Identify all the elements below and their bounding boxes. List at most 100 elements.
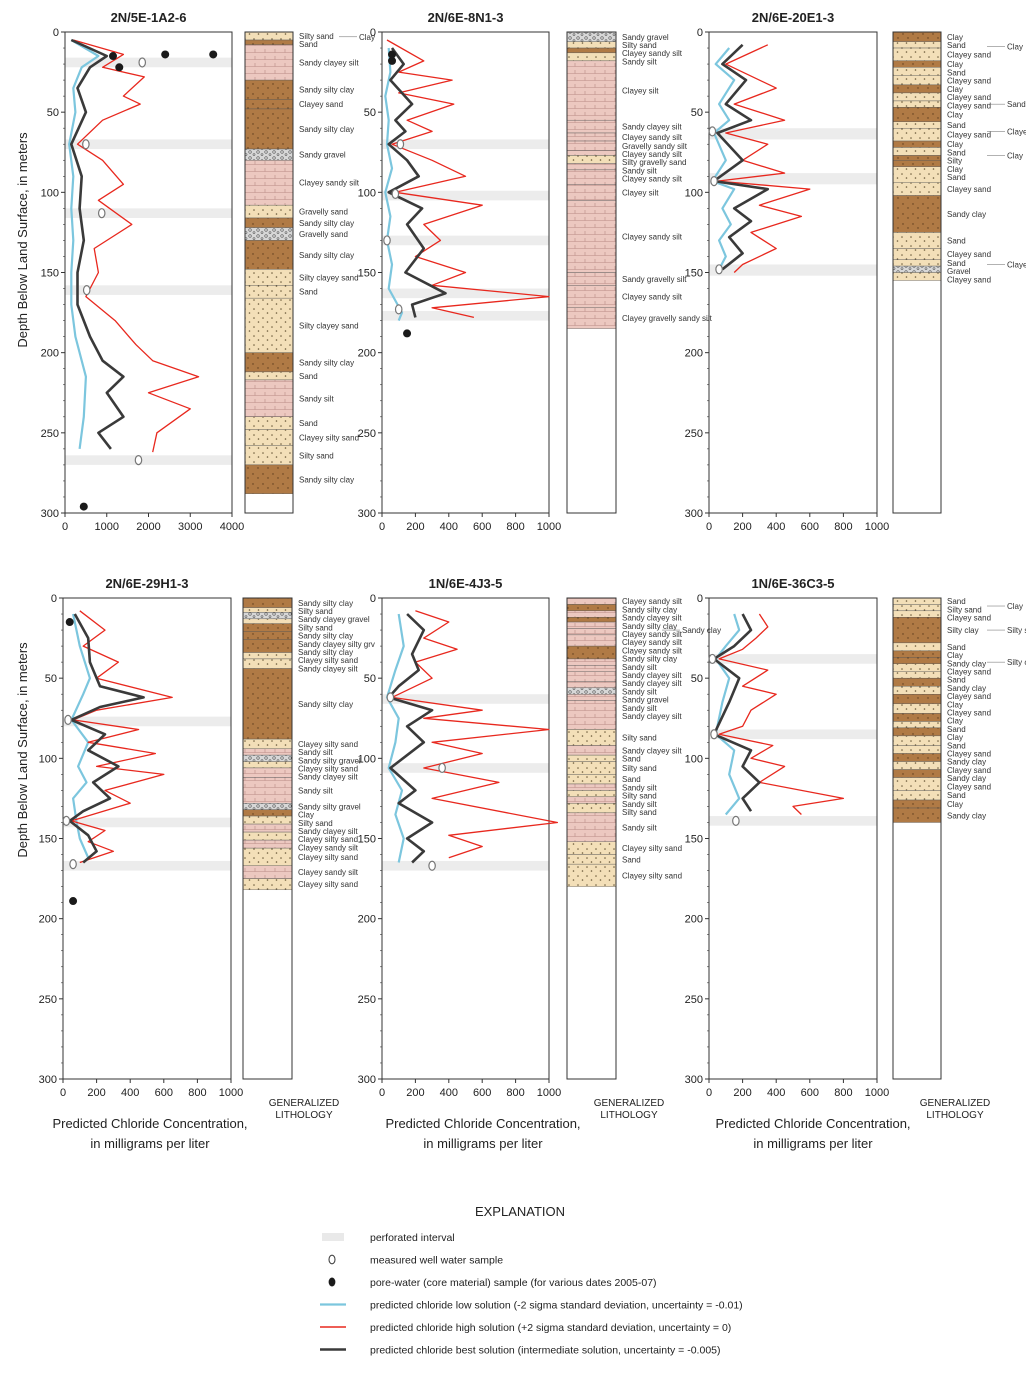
lithology-layer-sand: [892, 721, 942, 729]
y-tick-label: 150: [358, 268, 376, 280]
y-tick-label: 150: [41, 268, 59, 280]
perforated-interval: [65, 139, 232, 150]
y-tick-label: 300: [685, 1074, 703, 1086]
series-high-line: [391, 610, 559, 859]
pore-water-marker: [65, 618, 74, 627]
lithology-layer-silt: [566, 700, 617, 730]
perforated-interval: [382, 860, 549, 871]
lithology-layer-silt: [566, 658, 617, 666]
x-tick-label: 1000: [537, 521, 561, 533]
lithology-layer-clay: [244, 108, 294, 150]
lithology-layer-gravel: [244, 227, 294, 241]
lithology-callout-label: Clay: [1007, 151, 1023, 160]
lithology-label: Gravelly sandy silt: [622, 142, 688, 151]
lithology-label: Sand: [947, 791, 966, 800]
lithology-layer-silt: [242, 767, 293, 778]
lithology-label: Clayey sand: [947, 709, 991, 718]
lithology-layer-sand: [242, 738, 293, 749]
lithology-layer-gravel: [242, 612, 293, 620]
y-tick-label: 50: [691, 107, 703, 119]
lithology-label: Sandy silty clay: [622, 605, 677, 614]
x-tick-label: 0: [62, 521, 68, 533]
lithology-label: Sandy clay: [947, 811, 986, 820]
lithology-layer-silt: [566, 812, 617, 842]
lithology-label: Sandy gravelly silt: [622, 275, 687, 284]
lithology-label: Clayey sandy silt: [622, 630, 683, 639]
lithology-label: Sand: [622, 775, 641, 784]
x-tick-label: 200: [87, 1087, 105, 1099]
x-tick-label: 400: [121, 1087, 139, 1099]
lithology-layer-gravel: [242, 754, 293, 762]
gen-lith-line2: LITHOLOGY: [600, 1110, 658, 1121]
lithology-layer-sand: [892, 703, 942, 714]
lithology-label: Silty sand: [622, 792, 657, 801]
lithology-layer-sand: [892, 47, 942, 62]
x-tick-label: 1000: [95, 521, 119, 533]
well-sample-marker: [396, 139, 405, 150]
lithology-callout-label: Clay: [359, 33, 375, 42]
perforated-interval: [709, 816, 877, 826]
lithology-layer-sand: [892, 92, 942, 102]
lithology-label: Sand: [947, 597, 966, 606]
lithology-label: Sand: [947, 121, 966, 130]
well-sample-marker: [708, 126, 717, 137]
series-high-line: [716, 44, 811, 273]
lithology-layer-sand: [242, 618, 293, 624]
lithology-label: Clayey sand: [947, 275, 991, 284]
lithology-label: Gravel: [947, 267, 971, 276]
lithology-layer-sand: [244, 269, 294, 286]
x-tick-label: 1000: [219, 1087, 243, 1099]
lithology-layer-silt: [566, 671, 617, 682]
lithology-layer-clay: [242, 809, 293, 817]
lithology-layer-clay: [892, 677, 942, 687]
legend-item-low: predicted chloride low solution (-2 sigm…: [320, 1300, 743, 1312]
legend-item-best: predicted chloride best solution (interm…: [320, 1345, 721, 1357]
well-sample-marker: [97, 208, 106, 219]
lithology-layer-silt: [566, 796, 617, 804]
lithology-layer-sand: [892, 182, 942, 196]
legend-item-pore: pore-water (core material) sample (for v…: [328, 1277, 657, 1289]
lithology-label: Silty sand: [298, 607, 333, 616]
lithology-label: Sandy clay: [947, 210, 986, 219]
lithology-label: Sand: [947, 259, 966, 268]
y-tick-label: 50: [691, 673, 703, 685]
series-best-line: [70, 38, 125, 450]
lithology-label: Sand: [947, 148, 966, 157]
lithology-frame: [242, 597, 293, 1080]
gen-lith-line2: LITHOLOGY: [275, 1110, 333, 1121]
lithology-layer-sand: [892, 232, 942, 249]
lithology-layer-sand: [892, 127, 942, 142]
lithology-layer-sand: [244, 204, 294, 219]
lithology-layer-silt: [566, 610, 617, 618]
lithology-layer-sand: [892, 761, 942, 770]
series-low-line: [385, 613, 405, 863]
legend-label: predicted chloride best solution (interm…: [370, 1345, 721, 1357]
lithology-layer-sand: [566, 729, 617, 746]
pore-water-marker: [69, 897, 78, 906]
lithology-label: Clay: [947, 733, 963, 742]
lithology-label: Silty: [947, 157, 962, 166]
lithology-layer-sand: [244, 445, 294, 466]
lithology-label: Clayey silty sand: [622, 844, 682, 853]
generalized-lithology-label-4: GENERALIZED LITHOLOGY: [269, 1098, 340, 1121]
y-tick-label: 0: [53, 27, 59, 39]
x-label-line2: in milligrams per liter: [423, 1136, 543, 1151]
lithology-label: Sand: [947, 173, 966, 182]
lithology-label: Sand: [299, 372, 318, 381]
y-tick-label: 200: [358, 348, 376, 360]
lithology-label: Sandy clayey silt: [298, 773, 358, 782]
lithology-layer-sand: [892, 610, 942, 618]
lithology-layer-clay: [242, 639, 293, 653]
x-tick-label: 200: [406, 1087, 424, 1099]
lithology-layer-silt: [566, 163, 617, 171]
panel-title: 1N/6E-36C3-5: [751, 576, 834, 591]
lithology-layer-sand: [244, 297, 294, 353]
lithology-layer-clay: [892, 713, 942, 722]
lithology-layer-silt: [566, 140, 617, 151]
lithology-layer-clay: [566, 47, 617, 54]
y-tick-label: 250: [685, 428, 703, 440]
